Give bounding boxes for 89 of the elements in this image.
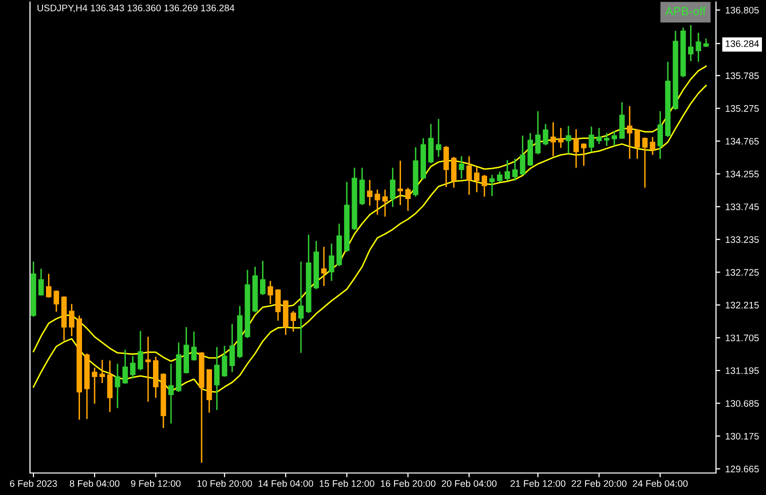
x-tick-label: 16 Feb 20:00: [380, 480, 436, 487]
candlestick: [260, 260, 266, 296]
candlestick: [122, 348, 128, 384]
y-tick-label: 134.255: [726, 170, 759, 178]
y-tick-label: 132.215: [726, 302, 759, 308]
candlestick: [298, 260, 304, 354]
y-tick-label: 129.665: [726, 466, 759, 472]
candlestick: [650, 136, 656, 156]
candlestick: [634, 128, 640, 160]
candlestick: [268, 280, 274, 305]
candlestick: [573, 128, 579, 168]
y-tick-label: 136.805: [726, 6, 759, 14]
candlestick: [443, 145, 449, 188]
y-tick-label: 135.785: [726, 72, 759, 80]
x-tick-label: 10 Feb 20:00: [197, 480, 252, 487]
candlestick: [321, 246, 327, 287]
candlestick: [558, 127, 564, 149]
candlestick: [359, 167, 365, 206]
candlestick: [367, 179, 372, 206]
candlestick: [145, 336, 151, 402]
candlestick: [612, 130, 618, 147]
candlestick: [92, 366, 98, 404]
candlestick: [581, 142, 586, 167]
candlestick: [436, 118, 442, 158]
y-tick-label: 130.685: [726, 400, 759, 407]
y-tick-label: 134.765: [726, 138, 759, 145]
candlestick: [68, 303, 74, 337]
y-tick-label: 131.705: [726, 334, 759, 342]
y-tick-label: 130.175: [726, 432, 759, 440]
candlestick: [542, 123, 548, 146]
candlestick: [168, 363, 174, 424]
candlestick: [535, 110, 541, 155]
x-tick-label: 22 Feb 20:00: [572, 480, 627, 487]
annotation: APB-off: [665, 6, 706, 16]
candlestick: [390, 167, 396, 208]
candlestick: [130, 355, 136, 380]
candlestick: [458, 156, 464, 180]
candlestick: [474, 166, 480, 193]
y-tick-label: 135.275: [726, 105, 759, 112]
y-tick-label: 136.284: [726, 40, 759, 48]
candlestick: [191, 330, 197, 362]
y-tick-label: 131.195: [726, 367, 759, 374]
candlestick: [398, 160, 404, 206]
candlestick: [107, 360, 113, 413]
candlestick: [482, 174, 488, 198]
candlestick: [290, 310, 296, 332]
candlestick: [100, 359, 105, 384]
y-tick-label: 133.745: [726, 203, 759, 210]
candlestick: [504, 159, 510, 182]
x-tick-label: 9 Feb 12:00: [130, 480, 181, 487]
x-tick-label: 15 Feb 12:00: [320, 480, 374, 487]
candlestick: [328, 242, 334, 282]
x-tick-label: 20 Feb 04:00: [442, 480, 497, 487]
candlestick: [451, 156, 457, 188]
candlestick: [46, 273, 52, 298]
x-tick-label: 24 Feb 04:00: [632, 480, 688, 487]
candlestick: [405, 187, 411, 212]
candlestick: [489, 174, 495, 197]
candlestick: [382, 188, 388, 218]
candlestick: [275, 288, 281, 322]
candlestick: [512, 158, 518, 182]
candlestick: [54, 290, 60, 312]
candlestick: [588, 126, 594, 152]
chart-title: USDJPY,H4 136.343 136.360 136.269 136.284: [38, 4, 234, 12]
candlestick: [626, 105, 632, 160]
candlestick: [688, 24, 694, 62]
x-tick-label: 6 Feb 2023: [10, 480, 57, 487]
candlestick: [374, 188, 380, 216]
candlestick: [520, 134, 526, 176]
x-tick-label: 21 Feb 12:00: [510, 480, 566, 487]
candlestick: [550, 121, 556, 157]
candlestick: [229, 323, 235, 373]
candlestick: [38, 268, 44, 296]
x-tick-label: 8 Feb 04:00: [70, 480, 120, 487]
y-tick-label: 133.235: [726, 236, 759, 243]
candlestick: [222, 345, 228, 378]
candlestick: [428, 123, 434, 164]
candlestick: [214, 346, 220, 411]
candlestick: [696, 32, 702, 62]
x-tick-label: 14 Feb 04:00: [258, 480, 314, 487]
candlestick: [619, 102, 625, 140]
candlestick: [642, 136, 648, 188]
candlestick: [657, 110, 663, 160]
candlestick: [596, 127, 602, 145]
y-tick-label: 132.725: [726, 269, 759, 276]
candlestick: [496, 170, 502, 183]
candlestick: [466, 156, 472, 196]
candlestick: [138, 330, 144, 371]
candlestick: [604, 132, 610, 147]
